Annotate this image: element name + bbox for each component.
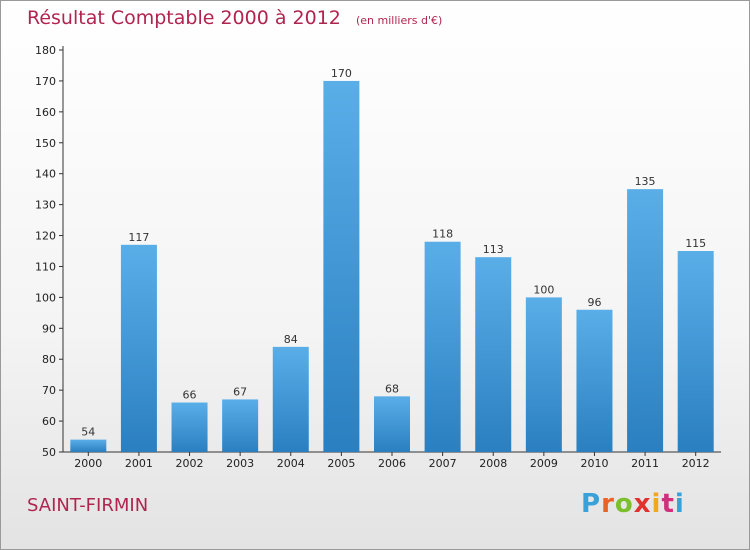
y-tick-label: 180 xyxy=(35,44,56,57)
x-tick-label: 2007 xyxy=(429,457,457,470)
data-label: 118 xyxy=(432,228,453,241)
unit-label: (en milliers d'€) xyxy=(355,14,443,27)
y-tick-label: 120 xyxy=(35,230,56,243)
y-tick-label: 110 xyxy=(35,260,56,273)
data-label: 67 xyxy=(233,385,247,398)
y-tick-label: 90 xyxy=(42,322,56,335)
logo-letter: x xyxy=(633,489,652,519)
x-tick-label: 2001 xyxy=(125,457,153,470)
bar[interactable] xyxy=(576,309,613,452)
bar[interactable] xyxy=(120,244,157,452)
x-tick-label: 2012 xyxy=(682,457,710,470)
bar[interactable] xyxy=(222,399,259,452)
bar[interactable] xyxy=(627,189,664,452)
x-tick-label: 2002 xyxy=(176,457,204,470)
bar[interactable] xyxy=(374,396,410,452)
proxiti-logo[interactable]: Proxiti xyxy=(581,489,685,519)
logo-letter: i xyxy=(651,489,662,519)
data-label: 170 xyxy=(331,67,352,80)
bar[interactable] xyxy=(677,251,714,452)
y-tick-label: 130 xyxy=(35,199,56,212)
y-tick-label: 70 xyxy=(42,384,56,397)
y-tick-label: 100 xyxy=(35,291,56,304)
x-tick-label: 2000 xyxy=(74,457,102,470)
x-tick-label: 2010 xyxy=(580,457,608,470)
data-label: 100 xyxy=(533,283,554,296)
y-tick-label: 80 xyxy=(42,353,56,366)
x-tick-label: 2011 xyxy=(631,457,659,470)
data-label: 96 xyxy=(587,296,601,309)
data-label: 54 xyxy=(81,426,95,439)
data-label: 135 xyxy=(635,175,656,188)
bar[interactable] xyxy=(70,439,107,452)
y-tick-label: 150 xyxy=(35,137,56,150)
chart-title: Résultat Comptable 2000 à 2012 xyxy=(27,7,341,29)
x-tick-label: 2009 xyxy=(530,457,558,470)
y-tick-label: 50 xyxy=(42,446,56,459)
y-tick-label: 170 xyxy=(35,75,56,88)
bar[interactable] xyxy=(272,346,309,452)
x-tick-label: 2006 xyxy=(378,457,406,470)
logo-letter: o xyxy=(614,489,634,519)
logo-letter: r xyxy=(601,489,615,519)
data-label: 113 xyxy=(483,243,504,256)
x-tick-label: 2004 xyxy=(277,457,305,470)
data-label: 115 xyxy=(685,237,706,250)
place-name: SAINT-FIRMIN xyxy=(27,495,149,516)
bar[interactable] xyxy=(323,80,360,452)
logo-letter: t xyxy=(661,489,675,519)
data-label: 84 xyxy=(284,333,298,346)
y-tick-label: 60 xyxy=(42,415,56,428)
data-label: 117 xyxy=(128,231,149,244)
y-tick-label: 160 xyxy=(35,106,56,119)
logo-letter: i xyxy=(674,489,685,519)
logo-letter: P xyxy=(581,489,602,519)
bar[interactable] xyxy=(475,257,512,452)
data-label: 68 xyxy=(385,382,399,395)
data-label: 66 xyxy=(183,389,197,402)
bar[interactable] xyxy=(171,402,208,452)
chart-title-block: Résultat Comptable 2000 à 2012 (en milli… xyxy=(27,7,442,29)
bar[interactable] xyxy=(525,297,562,452)
bar[interactable] xyxy=(424,241,461,452)
x-tick-label: 2008 xyxy=(479,457,507,470)
y-tick-label: 140 xyxy=(35,168,56,181)
x-tick-label: 2005 xyxy=(327,457,355,470)
x-tick-label: 2003 xyxy=(226,457,254,470)
